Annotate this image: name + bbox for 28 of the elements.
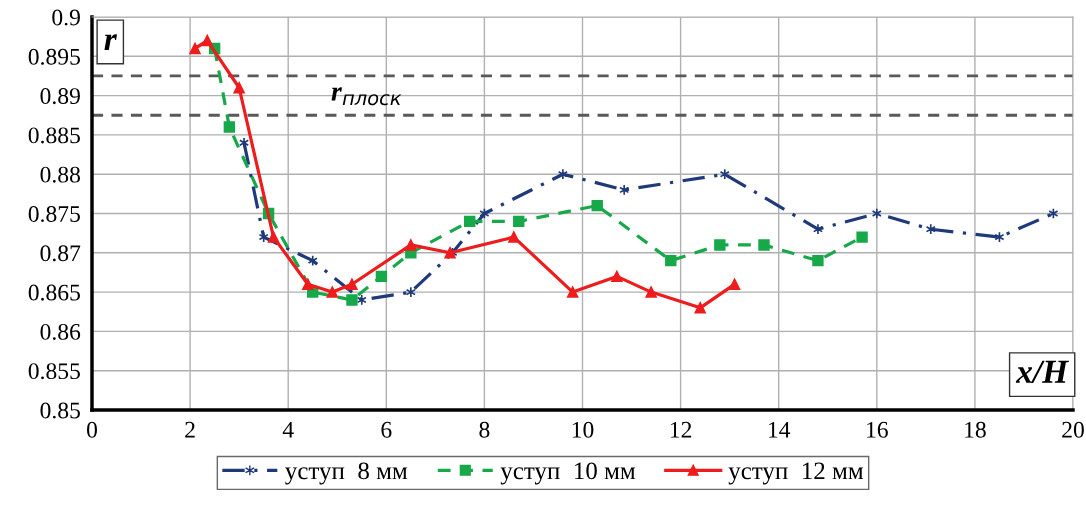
y-tick-label: 0.87	[40, 245, 81, 262]
y-tick-label: 0.86	[40, 323, 81, 340]
y-tick-label: 0.89	[40, 88, 80, 105]
legend-label: уступ 8 мм	[285, 462, 408, 485]
x-tick-label: 8	[479, 421, 490, 438]
x-tick-label: 6	[381, 421, 392, 438]
y-tick-label: 0.88	[40, 166, 80, 183]
y-tick-label: 0.9	[52, 9, 80, 26]
legend-label: уступ 12 мм	[728, 462, 864, 485]
y-tick-label: 0.895	[28, 48, 80, 65]
y-axis-title: r	[104, 34, 117, 50]
x-tick-label: 16	[867, 421, 888, 438]
y-tick-label: 0.855	[28, 363, 80, 380]
x-tick-label: 2	[185, 421, 195, 438]
x-tick-label: 10	[572, 421, 594, 438]
x-axis-title: x/H	[1015, 360, 1069, 383]
annotation: r$_{плоск}$	[331, 87, 402, 106]
x-tick-label: 12	[670, 421, 692, 438]
x-tick-label: 18	[965, 421, 986, 438]
x-tick-label: 4	[282, 421, 294, 438]
y-tick-label: 0.875	[28, 205, 80, 223]
y-tick-label: 0.865	[28, 284, 80, 301]
x-tick-label: 14	[768, 421, 791, 438]
x-tick-label: 0	[87, 421, 97, 438]
y-tick-label: 0.85	[40, 402, 80, 419]
legend-label: уступ 10 мм	[500, 462, 636, 485]
y-tick-label: 0.885	[28, 127, 80, 144]
x-tick-label: 20	[1062, 421, 1084, 438]
